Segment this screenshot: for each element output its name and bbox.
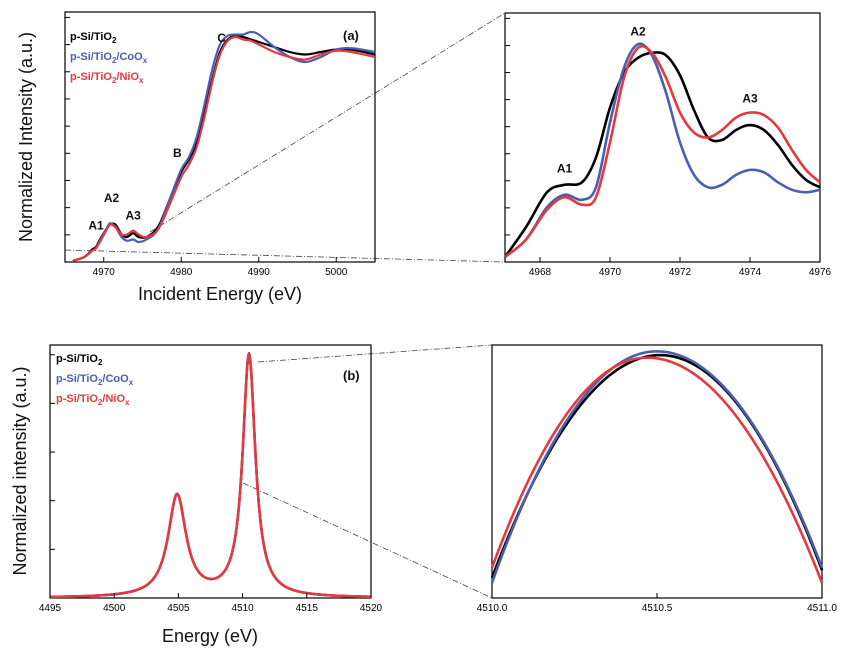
x-tick-label: 4968 xyxy=(529,267,552,278)
series-line xyxy=(49,352,372,599)
x-tick-label: 4495 xyxy=(39,603,62,614)
x-tick-label: 4970 xyxy=(93,267,116,278)
series-line xyxy=(504,44,821,259)
x-tick-label: 4520 xyxy=(360,603,383,614)
series-line xyxy=(72,34,376,262)
peak-label: B xyxy=(173,146,182,160)
series-line xyxy=(504,42,821,259)
x-tick-label: 4972 xyxy=(669,267,692,278)
peak-label: A1 xyxy=(88,219,104,233)
panel-label-a: (a) xyxy=(343,28,359,43)
legend-entry: p-Si/TiO2/NiOx xyxy=(56,393,130,407)
plot-frame xyxy=(49,344,372,599)
legend-entry: p-Si/TiO2/CoOx xyxy=(56,373,134,387)
x-axis-label-a: Incident Energy (eV) xyxy=(138,284,302,304)
x-tick-label: 4515 xyxy=(296,603,319,614)
panel-label-b: (b) xyxy=(343,368,360,383)
x-axis-label-b: Energy (eV) xyxy=(162,626,258,646)
panel-b-zoom-chart: 4510.0 4510.5 4511.0 xyxy=(477,344,837,614)
x-tick-label: 4510.5 xyxy=(642,603,673,614)
peak-label: A3 xyxy=(742,92,758,106)
x-tick-label: 4974 xyxy=(739,267,762,278)
zoom-connectors xyxy=(64,12,506,599)
peak-label: A2 xyxy=(104,191,120,205)
connector-a-top xyxy=(149,12,506,233)
legend-entry: p-Si/TiO2/CoOx xyxy=(70,51,148,65)
plot-frame xyxy=(64,11,376,263)
series-line xyxy=(490,350,824,584)
connector-b-top xyxy=(257,344,493,363)
legend-entry: p-Si/TiO2/NiOx xyxy=(70,71,144,85)
legend-entry: p-Si/TiO2 xyxy=(70,31,117,45)
y-axis-label-a: Normalized Intensity (a.u.) xyxy=(16,32,36,242)
panel-b-main-chart: 4495 4500 4505 4510 4515 4520 p-Si/TiO2 p-Si/T… xyxy=(10,344,383,646)
series-line xyxy=(49,351,372,599)
x-tick-label: 4505 xyxy=(167,603,190,614)
x-tick-label: 4980 xyxy=(170,267,193,278)
x-tick-label: 4990 xyxy=(248,267,271,278)
peak-label: A1 xyxy=(557,161,573,175)
series-line xyxy=(503,51,821,258)
series-line xyxy=(49,352,372,599)
connector-b-bottom xyxy=(242,482,493,599)
peak-label: A3 xyxy=(126,209,142,223)
peak-label: C xyxy=(217,31,226,45)
series-line xyxy=(490,356,824,584)
x-tick-label: 4510.0 xyxy=(477,603,508,614)
y-axis-label-b: Normalized intensity (a.u.) xyxy=(10,366,30,575)
legend-entry: p-Si/TiO2 xyxy=(56,353,103,367)
x-tick-label: 4976 xyxy=(809,267,832,278)
peak-label: A2 xyxy=(630,24,646,38)
x-tick-label: 4510 xyxy=(231,603,254,614)
plot-frame xyxy=(504,12,821,263)
connector-a-bottom xyxy=(64,249,506,263)
x-tick-label: 4970 xyxy=(599,267,622,278)
panel-a-zoom-chart: 4968 4970 4972 4974 4976 A1 A2 A3 xyxy=(503,12,832,278)
x-tick-label: 4511.0 xyxy=(807,603,837,614)
series-line xyxy=(72,35,376,262)
x-tick-label: 5000 xyxy=(325,267,348,278)
x-tick-label: 4500 xyxy=(103,603,126,614)
